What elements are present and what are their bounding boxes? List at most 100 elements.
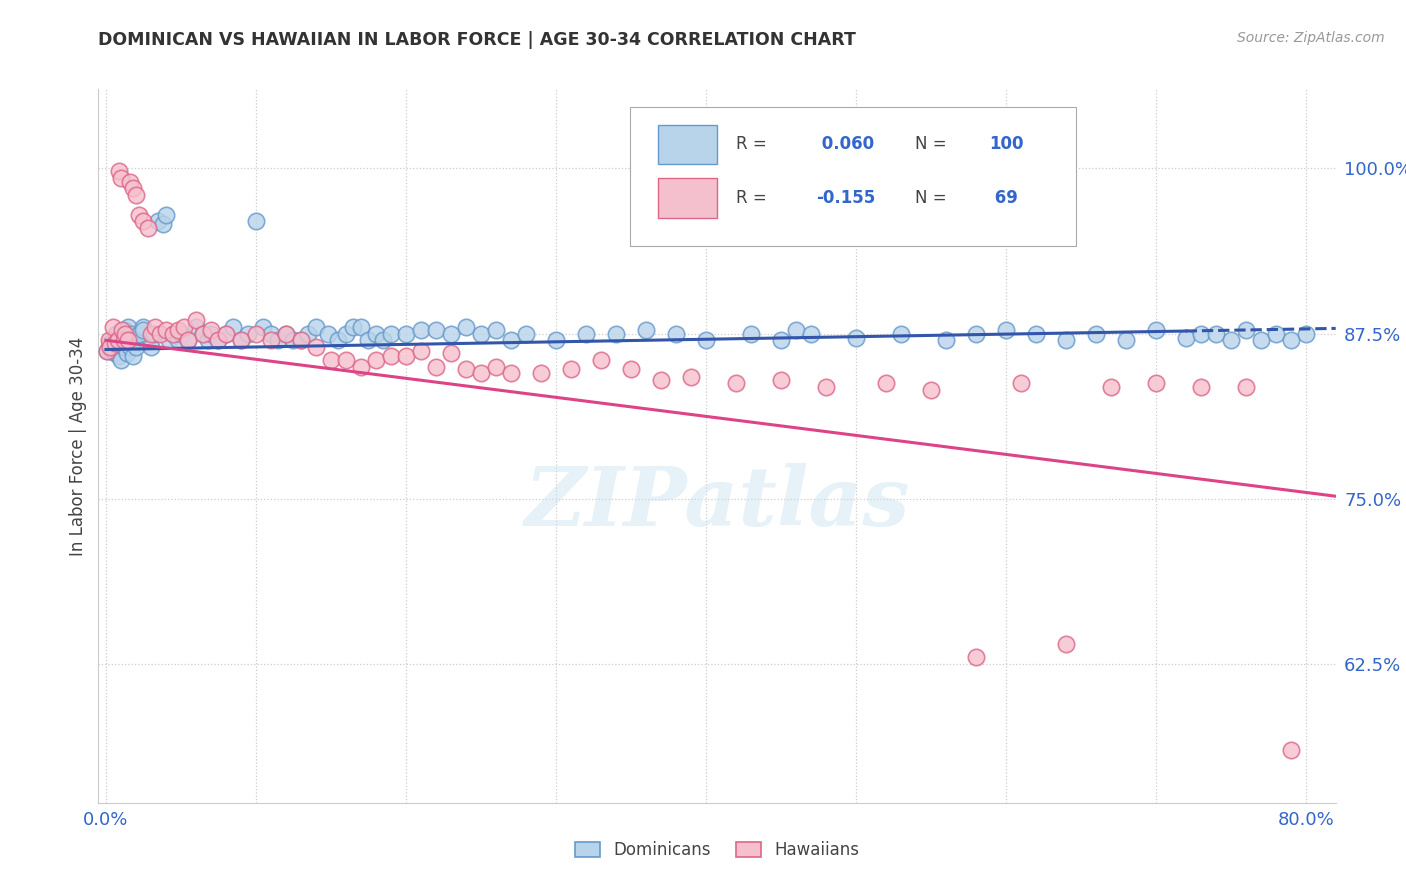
Point <box>139 326 162 341</box>
Point <box>118 175 141 189</box>
Point <box>485 359 508 374</box>
Point <box>200 323 222 337</box>
Point <box>875 376 897 390</box>
Point <box>373 333 395 347</box>
Point <box>425 323 447 337</box>
Point <box>316 326 339 341</box>
Point <box>274 326 297 341</box>
Point <box>1099 379 1122 393</box>
Text: R =: R = <box>735 136 772 153</box>
Point <box>222 320 245 334</box>
Text: -0.155: -0.155 <box>815 189 876 207</box>
Point <box>193 326 215 341</box>
Point <box>440 326 463 341</box>
Point <box>634 323 657 337</box>
Point <box>128 208 150 222</box>
Point <box>290 333 312 347</box>
Point <box>117 333 139 347</box>
Point <box>364 326 387 341</box>
Point <box>101 343 124 358</box>
Point <box>122 349 145 363</box>
Point <box>100 340 122 354</box>
Point <box>103 320 125 334</box>
Point <box>97 333 120 347</box>
Point <box>328 333 350 347</box>
Point <box>162 326 184 341</box>
Point <box>364 353 387 368</box>
Point <box>193 326 215 341</box>
Y-axis label: In Labor Force | Age 30-34: In Labor Force | Age 30-34 <box>69 336 87 556</box>
Point <box>245 214 267 228</box>
Text: 100: 100 <box>990 136 1024 153</box>
Legend: Dominicans, Hawaiians: Dominicans, Hawaiians <box>568 835 866 866</box>
Point <box>1025 326 1047 341</box>
Point <box>177 333 200 347</box>
Point <box>96 343 118 358</box>
Point <box>1279 333 1302 347</box>
Point <box>260 333 283 347</box>
Point <box>845 331 868 345</box>
Point <box>665 326 688 341</box>
Point <box>740 326 762 341</box>
Point <box>267 333 290 347</box>
Point <box>105 326 128 341</box>
Point <box>112 340 135 354</box>
Point <box>1189 326 1212 341</box>
Point <box>1144 323 1167 337</box>
Point <box>305 320 328 334</box>
Point <box>148 214 170 228</box>
Point <box>605 326 627 341</box>
Point <box>1010 376 1032 390</box>
Point <box>110 170 132 185</box>
Point <box>380 326 402 341</box>
Point <box>515 326 537 341</box>
Point <box>118 340 141 354</box>
Point <box>115 346 138 360</box>
Point <box>1234 379 1257 393</box>
Point <box>357 333 380 347</box>
Point <box>229 333 252 347</box>
Point <box>170 326 193 341</box>
Point <box>152 217 174 231</box>
Point <box>200 326 222 341</box>
Point <box>454 320 477 334</box>
Point <box>108 164 131 178</box>
Point <box>297 326 319 341</box>
Point <box>499 333 522 347</box>
Point <box>100 335 122 350</box>
Point <box>128 326 150 341</box>
Point <box>142 326 165 341</box>
Point <box>1174 331 1197 345</box>
Point <box>470 326 492 341</box>
Point <box>149 326 172 341</box>
Point <box>1219 333 1241 347</box>
Point <box>104 335 127 350</box>
Point <box>162 326 184 341</box>
Point <box>197 333 219 347</box>
FancyBboxPatch shape <box>658 125 717 164</box>
Point <box>920 384 942 398</box>
Point <box>335 326 357 341</box>
Point <box>499 367 522 381</box>
FancyBboxPatch shape <box>658 178 717 218</box>
Point <box>184 313 207 327</box>
Point <box>290 333 312 347</box>
Point <box>1250 333 1272 347</box>
Point <box>935 333 957 347</box>
Point <box>679 370 702 384</box>
Point <box>155 323 177 337</box>
Point <box>350 359 373 374</box>
FancyBboxPatch shape <box>630 107 1076 246</box>
Point <box>245 326 267 341</box>
Point <box>560 362 582 376</box>
Point <box>215 326 238 341</box>
Point <box>409 343 432 358</box>
Point <box>177 333 200 347</box>
Point <box>111 333 134 347</box>
Point <box>485 323 508 337</box>
Point <box>305 340 328 354</box>
Text: N =: N = <box>915 189 952 207</box>
Point <box>335 353 357 368</box>
Point <box>890 326 912 341</box>
Point <box>1234 323 1257 337</box>
